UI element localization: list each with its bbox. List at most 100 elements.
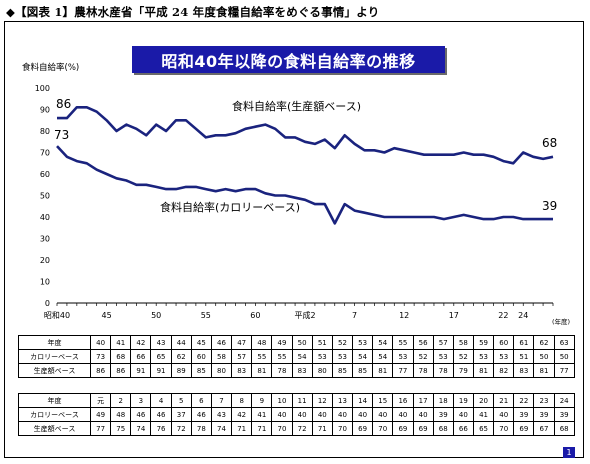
table-cell: 39 [513,407,535,422]
table-cell: 60 [190,349,212,364]
table-cell: 51 [311,335,333,350]
y-tick-label: 0 [45,299,50,308]
page-header: ◆【図表 1】農林水産省「平成 24 年度食糧自給率をめぐる事情」より [6,5,380,19]
table-cell: 53 [493,349,515,364]
x-tick-label: 平成2 [294,310,315,320]
table-cell: 53 [311,349,333,364]
series-label: 食料自給率(カロリーベース) [160,200,300,214]
table-cell: 69 [412,421,434,436]
table-cell: 86 [89,363,112,378]
table-cell: 40 [271,407,293,422]
table-cell: 66 [130,349,152,364]
table-cell: 40 [372,407,394,422]
table-cell: 65 [150,349,172,364]
table-cell: 52 [331,335,354,350]
table-cell: 54 [352,349,374,364]
table-cell: 46 [210,335,233,350]
series-line [57,106,554,165]
table-cell: 58 [210,349,233,364]
table-cell: 46 [150,407,172,422]
table-cell: 78 [432,363,454,378]
table-cell: 13 [331,393,354,408]
series-start-value: 73 [54,128,69,142]
table-cell: 70 [493,421,515,436]
series-end-value: 68 [542,136,557,150]
table-cell: 48 [110,407,132,422]
y-tick-label: 30 [40,235,50,244]
x-tick-label: 45 [102,311,112,320]
table-cell: 78 [412,363,434,378]
table-cell: 72 [291,421,313,436]
table-row: 年度元 2 3 4 5 6 7 8 9 10 11 12 13 14 15 16 17 18 19 20 21 22 23 2… [18,393,575,408]
table-cell: 56 [412,335,434,350]
table-cell: 55 [271,349,293,364]
table-cell: 43 [150,335,172,350]
table-cell: 5 [170,393,192,408]
table-cell: 85 [352,363,374,378]
table-cell: 68 [553,421,575,436]
table-row: 年度 40 41 42 43 44 45 46 47 48 49 50 51 52 53 54 55 56 57 58… [18,335,575,350]
table-cell: 54 [291,349,313,364]
table-cell: 68 [110,349,132,364]
x-axis-unit: (年度) [552,317,570,326]
data-table-1: 年度 40 41 42 43 44 45 46 47 48 49 50 51 52 53 54 55 56 57 58… [18,335,575,378]
table-cell: 24 [553,393,575,408]
table-cell: 65 [472,421,495,436]
x-tick-label: 55 [201,311,211,320]
table-cell: 62 [170,349,192,364]
table-cell: 15 [372,393,394,408]
table-cell: 54 [372,335,394,350]
table-cell: 85 [331,363,354,378]
table-cell: 71 [231,421,253,436]
table-cell: 60 [493,335,515,350]
table-cell: 40 [291,407,313,422]
table-cell: 47 [231,335,253,350]
table-cell: 2 [110,393,132,408]
table-cell: 21 [493,393,515,408]
table-cell: 69 [352,421,374,436]
table-cell: 81 [472,363,495,378]
page-number-badge: 1 [563,447,575,458]
table-row: カロリーベース 49 48 46 46 37 46 43 42 41 40 40 40 40 40 40 40 4… [18,407,575,422]
table-cell: 80 [311,363,333,378]
table-cell: 83 [291,363,313,378]
table-cell: 70 [372,421,394,436]
table-cell: 83 [513,363,535,378]
table-cell: 82 [493,363,515,378]
table-cell: 77 [89,421,112,436]
table-cell: 23 [533,393,555,408]
table-row: カロリーベース 73 68 66 65 62 60 58 57 55 55 54 53 53 54 54 53 5… [18,349,575,364]
table-cell: 37 [170,407,192,422]
y-tick-label: 60 [40,170,50,179]
table-cell: 66 [452,421,474,436]
table-cell: 74 [210,421,233,436]
table-cell: 53 [392,349,414,364]
chart-title: 昭和40年以降の食料自給率の推移 [132,46,445,73]
table-cell: 63 [553,335,575,350]
table-cell: 43 [210,407,233,422]
table-cell: 74 [130,421,152,436]
table-cell: 40 [331,407,354,422]
table-cell: 73 [89,349,112,364]
table-cell: 50 [533,349,555,364]
table-cell: 8 [231,393,253,408]
table-cell: 54 [372,349,394,364]
table-row: 生産額ベース 77 75 74 76 72 78 74 71 71 70 72 71 70 69 70 69 69… [18,421,575,436]
series-line [56,145,553,225]
table-cell: 50 [553,349,575,364]
table-cell: 39 [432,407,454,422]
table-cell: 46 [130,407,152,422]
table-cell: 80 [210,363,233,378]
x-tick-label: 22 [498,311,508,320]
table-cell: 44 [170,335,192,350]
table-cell: 79 [452,363,474,378]
table-cell: 52 [452,349,474,364]
table-cell: 41 [110,335,132,350]
table-cell: 91 [130,363,152,378]
table-cell: 46 [190,407,212,422]
x-tick-label: 昭和40 [44,311,70,320]
table-cell: 85 [190,363,212,378]
y-tick-label: 70 [40,149,50,158]
table-cell: 4 [150,393,172,408]
